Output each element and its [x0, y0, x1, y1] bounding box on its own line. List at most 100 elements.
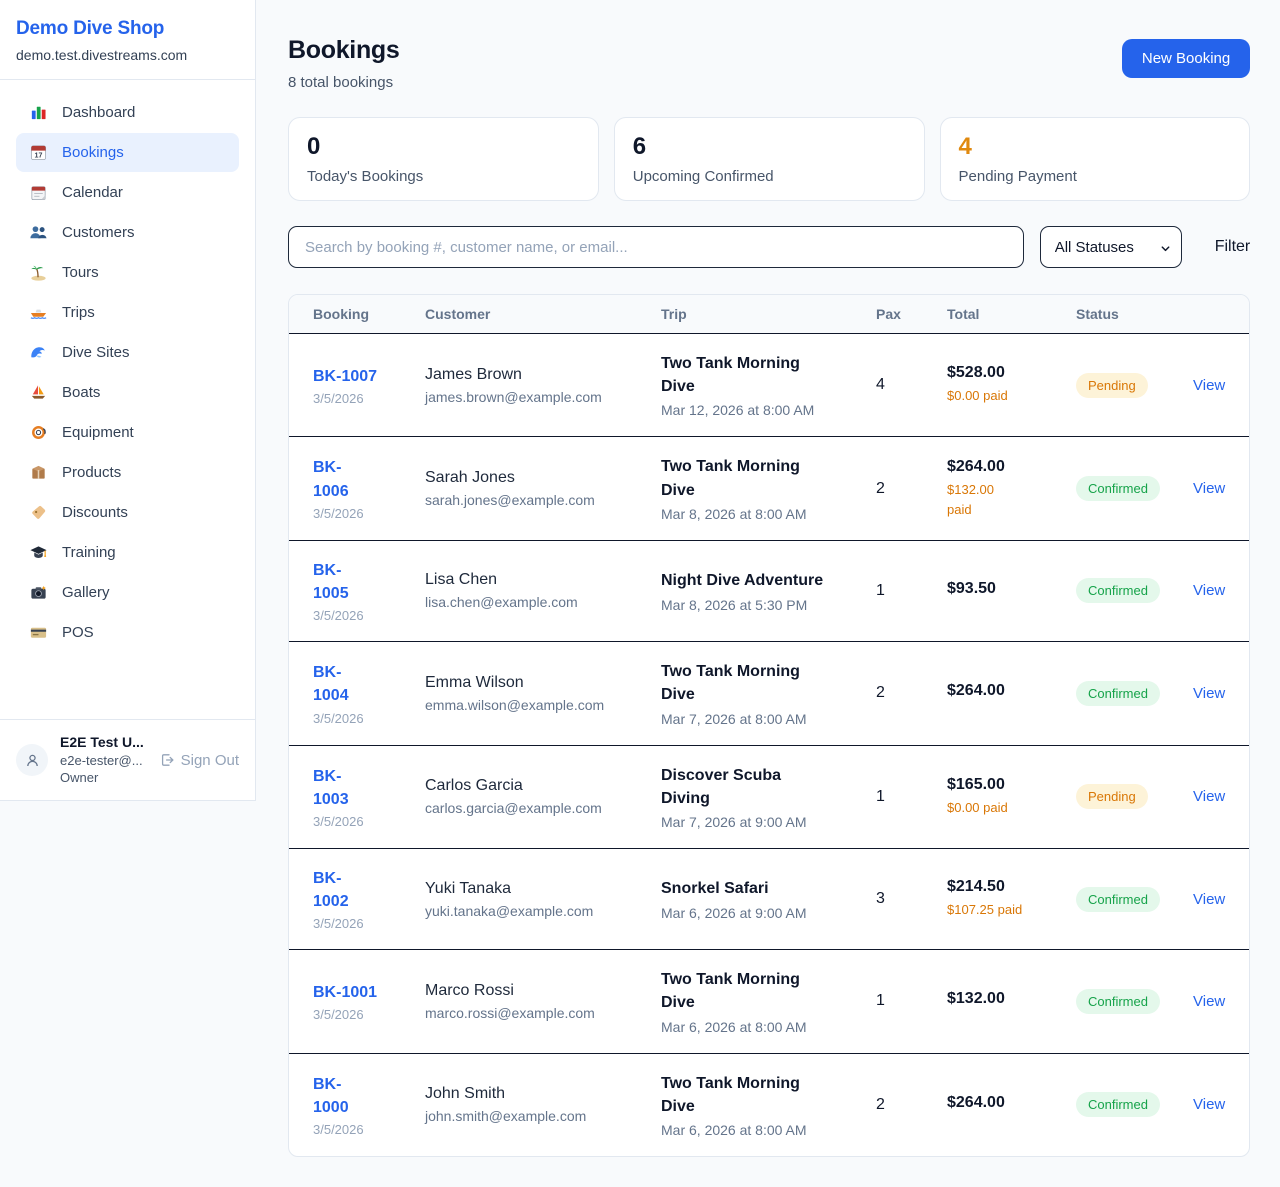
new-booking-button[interactable]: New Booking [1121, 39, 1251, 78]
column-header-status: Status [1076, 306, 1119, 322]
camera-icon [29, 583, 48, 602]
pax-count: 2 [876, 684, 885, 702]
trip-datetime: Mar 7, 2026 at 8:00 AM [661, 710, 807, 727]
sidebar-item-products[interactable]: Products [16, 453, 239, 492]
sidebar-item-discounts[interactable]: Discounts [16, 493, 239, 532]
table-row: BK- 1006 3/5/2026 Sarah Jones sarah.jone… [289, 436, 1250, 539]
customer-email: lisa.chen@example.com [425, 594, 578, 611]
trip-datetime: Mar 6, 2026 at 8:00 AM [661, 1122, 807, 1138]
view-link[interactable]: View [1193, 992, 1226, 1010]
sidebar-item-bookings[interactable]: 17 Bookings [16, 133, 239, 172]
brand-domain: demo.test.divestreams.com [16, 47, 188, 63]
booking-id-link[interactable]: BK- 1006 [313, 459, 349, 500]
booking-date: 3/5/2026 [313, 1122, 364, 1137]
view-link[interactable]: View [1193, 376, 1226, 394]
column-header-trip: Trip [661, 306, 687, 322]
customer-name: Emma Wilson [425, 673, 524, 691]
booking-date: 3/5/2026 [313, 390, 364, 406]
page-subtitle: 8 total bookings [288, 74, 394, 91]
sidebar-item-tours[interactable]: Tours [16, 253, 239, 292]
sidebar-item-label: Bookings [62, 144, 124, 161]
view-link[interactable]: View [1193, 788, 1226, 806]
user-name: E2E Test U... [60, 734, 144, 751]
table-row: BK-1001 3/5/2026 Marco Rossi marco.rossi… [289, 949, 1250, 1052]
sidebar-nav: Dashboard 17 Bookings Calendar Customers [0, 80, 255, 665]
trip-name: Two Tank Morning Dive [661, 458, 800, 499]
trip-datetime: Mar 12, 2026 at 8:00 AM [661, 402, 815, 419]
total-amount: $165.00 [947, 775, 1005, 793]
sidebar-item-gallery[interactable]: Gallery [16, 573, 239, 612]
customer-email: sarah.jones@example.com [425, 492, 595, 509]
booking-date: 3/5/2026 [313, 1007, 364, 1023]
search-input[interactable] [288, 226, 1024, 268]
booking-id-link[interactable]: BK- 1004 [313, 664, 349, 705]
pax-count: 1 [876, 992, 885, 1010]
total-amount: $264.00 [947, 1093, 1005, 1111]
sidebar-item-dashboard[interactable]: Dashboard [16, 93, 239, 132]
brand-block: Demo Dive Shop demo.test.divestreams.com [0, 0, 255, 80]
view-link[interactable]: View [1193, 480, 1226, 498]
booking-id-link[interactable]: BK-1007 [313, 367, 378, 385]
sign-out-button[interactable]: Sign Out [159, 752, 239, 769]
customer-name: James Brown [425, 365, 522, 383]
status-select[interactable]: All Statuses [1039, 226, 1182, 268]
user-role: Owner [60, 770, 99, 786]
status-select-wrap: All Statuses [1039, 226, 1182, 268]
graduation-cap-icon [29, 543, 48, 562]
sidebar-item-equipment[interactable]: Equipment [16, 413, 239, 452]
view-link[interactable]: View [1193, 684, 1226, 702]
filter-button[interactable]: Filter [1214, 238, 1251, 255]
customer-name: Carlos Garcia [425, 777, 523, 795]
sidebar-item-label: Calendar [62, 184, 123, 201]
customer-email: emma.wilson@example.com [425, 696, 605, 713]
trip-datetime: Mar 6, 2026 at 9:00 AM [661, 904, 807, 921]
customer-name: Lisa Chen [425, 571, 498, 589]
booking-date: 3/5/2026 [313, 813, 364, 829]
stat-card-todays-bookings: 0 Today's Bookings [288, 117, 599, 201]
table-row: BK-1007 3/5/2026 James Brown james.brown… [289, 334, 1249, 436]
status-badge: Confirmed [1076, 1092, 1160, 1118]
table-row: BK- 1002 3/5/2026 Yuki Tanaka yuki.tanak… [289, 847, 1250, 949]
trip-datetime: Mar 6, 2026 at 8:00 AM [661, 1018, 807, 1035]
view-link[interactable]: View [1193, 890, 1226, 908]
booking-id-link[interactable]: BK- 1003 [313, 767, 349, 808]
sidebar-item-dive-sites[interactable]: Dive Sites [16, 333, 239, 372]
status-badge: Confirmed [1076, 886, 1160, 912]
speedboat-icon [29, 303, 48, 322]
sidebar-item-calendar[interactable]: Calendar [16, 173, 239, 212]
sidebar-item-trips[interactable]: Trips [16, 293, 239, 332]
stat-label: Pending Payment [958, 168, 1077, 185]
booking-id-link[interactable]: BK- 1000 [313, 1075, 349, 1116]
booking-date: 3/5/2026 [313, 608, 364, 624]
column-header-total: Total [947, 306, 980, 322]
table-header-row: Booking Customer Trip Pax Total Status [289, 295, 1250, 334]
stat-label: Upcoming Confirmed [632, 168, 774, 185]
credit-card-icon [29, 623, 48, 642]
spiral-calendar-icon [29, 183, 48, 202]
pax-count: 2 [876, 479, 885, 497]
booking-id-link[interactable]: BK-1001 [313, 983, 378, 1001]
view-link[interactable]: View [1193, 582, 1226, 600]
page-title: Bookings [288, 36, 400, 64]
sidebar-item-pos[interactable]: POS [16, 613, 239, 652]
booking-id-link[interactable]: BK- 1005 [313, 561, 349, 602]
paid-amount: $0.00 paid [947, 388, 1008, 404]
customer-email: yuki.tanaka@example.com [425, 902, 594, 919]
status-badge: Pending [1076, 784, 1148, 810]
booking-id-link[interactable]: BK- 1002 [313, 869, 349, 911]
sidebar-item-boats[interactable]: Boats [16, 373, 239, 412]
sidebar-item-label: Trips [62, 304, 95, 321]
view-link[interactable]: View [1193, 1096, 1226, 1114]
paid-amount: $132.00 paid [947, 482, 994, 517]
booking-date: 3/5/2026 [313, 916, 364, 932]
pax-count: 1 [876, 581, 885, 599]
sidebar-item-customers[interactable]: Customers [16, 213, 239, 252]
table-row: BK- 1004 3/5/2026 Emma Wilson emma.wilso… [289, 641, 1250, 744]
customer-email: carlos.garcia@example.com [425, 800, 602, 817]
trip-name: Snorkel Safari [661, 880, 769, 898]
stat-card-upcoming-confirmed: 6 Upcoming Confirmed [613, 117, 925, 201]
booking-date: 3/5/2026 [313, 710, 364, 726]
calendar-date-icon: 17 [29, 143, 48, 162]
sidebar-item-training[interactable]: Training [16, 533, 239, 572]
